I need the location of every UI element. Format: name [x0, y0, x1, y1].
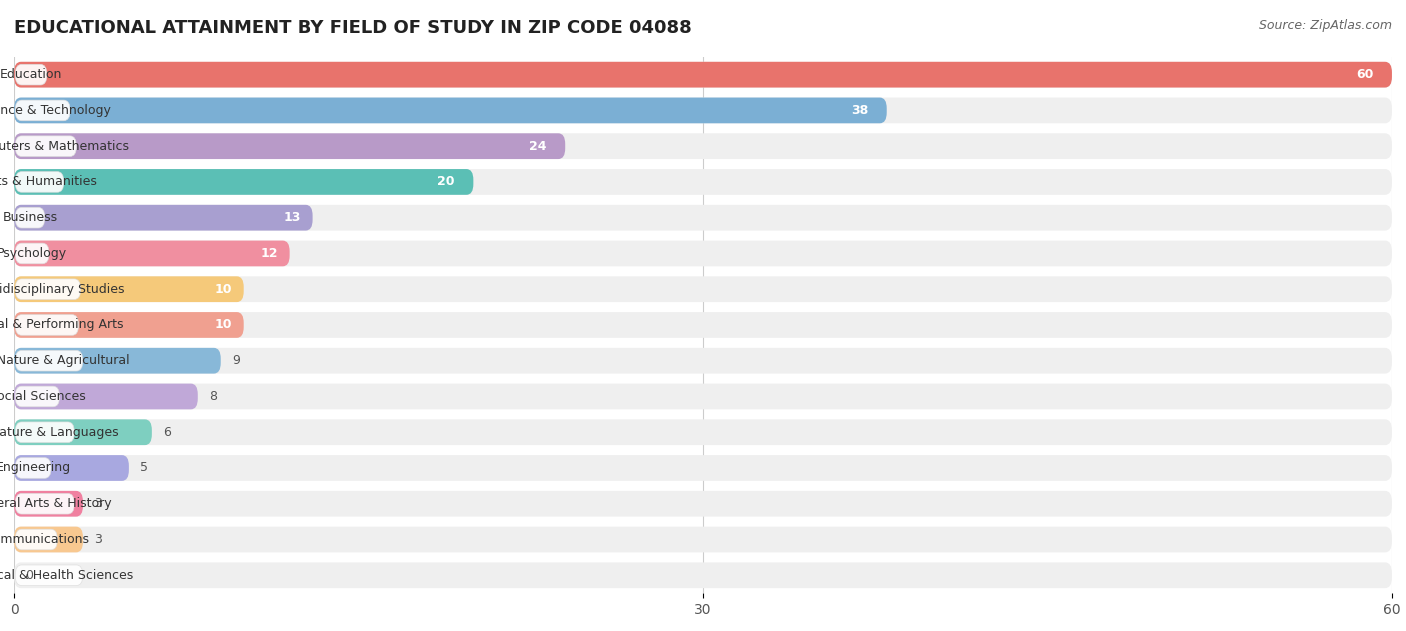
- FancyBboxPatch shape: [15, 350, 83, 371]
- FancyBboxPatch shape: [14, 205, 1392, 230]
- Text: Social Sciences: Social Sciences: [0, 390, 86, 403]
- Text: 3: 3: [94, 533, 103, 546]
- Text: 20: 20: [437, 175, 456, 189]
- Text: Science & Technology: Science & Technology: [0, 104, 111, 117]
- FancyBboxPatch shape: [14, 491, 1392, 517]
- FancyBboxPatch shape: [15, 208, 45, 228]
- Text: 8: 8: [209, 390, 218, 403]
- Text: EDUCATIONAL ATTAINMENT BY FIELD OF STUDY IN ZIP CODE 04088: EDUCATIONAL ATTAINMENT BY FIELD OF STUDY…: [14, 19, 692, 37]
- FancyBboxPatch shape: [15, 64, 46, 85]
- FancyBboxPatch shape: [15, 565, 83, 586]
- FancyBboxPatch shape: [14, 455, 1392, 481]
- FancyBboxPatch shape: [15, 136, 76, 156]
- FancyBboxPatch shape: [14, 348, 1392, 374]
- FancyBboxPatch shape: [14, 420, 152, 445]
- FancyBboxPatch shape: [14, 98, 1392, 123]
- FancyBboxPatch shape: [14, 491, 83, 517]
- FancyBboxPatch shape: [14, 133, 1392, 159]
- Text: 5: 5: [141, 461, 149, 475]
- Text: 60: 60: [1357, 68, 1374, 81]
- Text: Business: Business: [3, 211, 58, 224]
- Text: Arts & Humanities: Arts & Humanities: [0, 175, 97, 189]
- Text: 9: 9: [232, 354, 240, 367]
- Text: 10: 10: [215, 319, 232, 331]
- FancyBboxPatch shape: [14, 62, 1392, 88]
- FancyBboxPatch shape: [15, 172, 63, 192]
- Text: Computers & Mathematics: Computers & Mathematics: [0, 139, 129, 153]
- FancyBboxPatch shape: [14, 348, 221, 374]
- FancyBboxPatch shape: [15, 457, 51, 478]
- FancyBboxPatch shape: [14, 169, 474, 195]
- FancyBboxPatch shape: [14, 312, 243, 338]
- FancyBboxPatch shape: [15, 100, 70, 121]
- FancyBboxPatch shape: [15, 315, 79, 335]
- Text: 3: 3: [94, 497, 103, 510]
- Text: 38: 38: [851, 104, 869, 117]
- FancyBboxPatch shape: [15, 493, 75, 514]
- FancyBboxPatch shape: [14, 527, 1392, 552]
- Text: Bio, Nature & Agricultural: Bio, Nature & Agricultural: [0, 354, 129, 367]
- FancyBboxPatch shape: [15, 279, 80, 300]
- Text: Visual & Performing Arts: Visual & Performing Arts: [0, 319, 124, 331]
- Text: Source: ZipAtlas.com: Source: ZipAtlas.com: [1258, 19, 1392, 32]
- FancyBboxPatch shape: [14, 562, 1392, 588]
- FancyBboxPatch shape: [14, 240, 290, 266]
- Text: Education: Education: [0, 68, 62, 81]
- Text: Communications: Communications: [0, 533, 89, 546]
- FancyBboxPatch shape: [15, 529, 58, 550]
- Text: Liberal Arts & History: Liberal Arts & History: [0, 497, 111, 510]
- Text: 6: 6: [163, 426, 172, 439]
- FancyBboxPatch shape: [14, 384, 198, 410]
- FancyBboxPatch shape: [14, 169, 1392, 195]
- FancyBboxPatch shape: [14, 312, 1392, 338]
- Text: Multidisciplinary Studies: Multidisciplinary Studies: [0, 283, 124, 296]
- Text: 10: 10: [215, 283, 232, 296]
- Text: 0: 0: [25, 569, 34, 582]
- Text: Engineering: Engineering: [0, 461, 70, 475]
- Text: 24: 24: [529, 139, 547, 153]
- FancyBboxPatch shape: [14, 527, 83, 552]
- FancyBboxPatch shape: [14, 98, 887, 123]
- Text: Psychology: Psychology: [0, 247, 67, 260]
- FancyBboxPatch shape: [14, 133, 565, 159]
- FancyBboxPatch shape: [15, 422, 75, 442]
- FancyBboxPatch shape: [14, 384, 1392, 410]
- FancyBboxPatch shape: [14, 62, 1392, 88]
- FancyBboxPatch shape: [15, 243, 49, 264]
- Text: Physical & Health Sciences: Physical & Health Sciences: [0, 569, 134, 582]
- Text: Literature & Languages: Literature & Languages: [0, 426, 118, 439]
- FancyBboxPatch shape: [14, 276, 243, 302]
- FancyBboxPatch shape: [14, 455, 129, 481]
- Text: 13: 13: [284, 211, 301, 224]
- FancyBboxPatch shape: [14, 420, 1392, 445]
- FancyBboxPatch shape: [14, 205, 312, 230]
- FancyBboxPatch shape: [14, 276, 1392, 302]
- Text: 12: 12: [260, 247, 278, 260]
- FancyBboxPatch shape: [14, 240, 1392, 266]
- FancyBboxPatch shape: [15, 386, 59, 407]
